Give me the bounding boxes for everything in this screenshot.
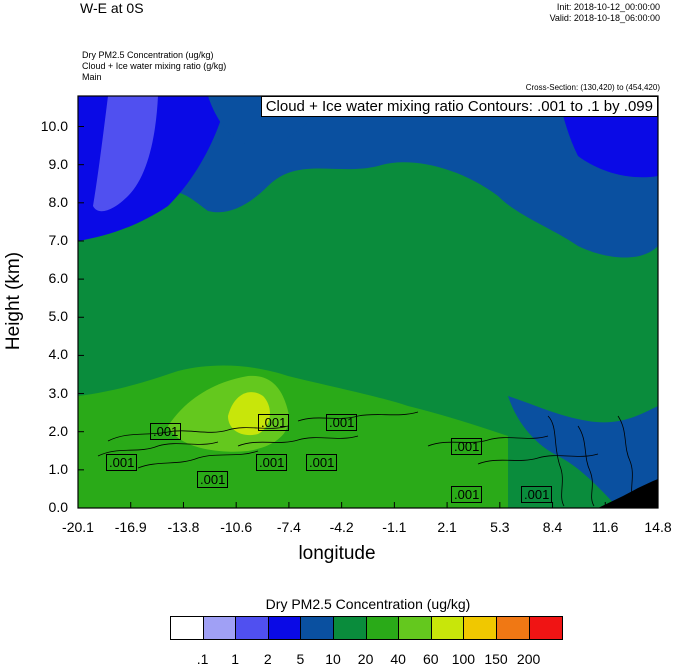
terrain	[598, 479, 658, 508]
colorbar-level-label: 60	[423, 651, 439, 667]
tick-marks	[77, 126, 659, 509]
field-blue-upper	[78, 96, 658, 258]
y-tick-label: 4.0	[48, 346, 68, 363]
init-time: Init: 2018-10-12_00:00:00	[556, 2, 660, 12]
field-lightblue-left	[93, 96, 158, 212]
valid-time: Valid: 2018-10-18_06:00:00	[549, 13, 660, 23]
x-tick-label: -13.8	[167, 519, 200, 535]
colorbar-level-label: .1	[196, 651, 209, 667]
plot-frame	[77, 95, 659, 509]
x-tick-label: -10.6	[220, 519, 253, 535]
colorbar-swatch	[399, 617, 432, 639]
contour-label: .001	[451, 438, 483, 455]
y-tick-label: 3.0	[48, 384, 68, 401]
y-tick-label: 1.0	[48, 460, 68, 477]
contour-label: .001	[306, 454, 338, 471]
y-tick-label: 10.0	[40, 117, 68, 134]
colorbar-level-label: 2	[263, 651, 272, 667]
x-tick-label: 5.3	[490, 519, 510, 535]
colorbar-level-label: 10	[325, 651, 341, 667]
contour-label: .001	[451, 486, 483, 503]
colorbar-swatch	[171, 617, 204, 639]
colorbar-swatch	[464, 617, 497, 639]
x-tick-label: -7.4	[276, 519, 301, 535]
x-tick-label: 2.1	[437, 519, 457, 535]
colorbar-swatch	[366, 617, 400, 639]
colorbar-level-label: 100	[451, 651, 476, 667]
contour-label: .001	[106, 454, 138, 471]
field-name-main: Main	[82, 72, 102, 82]
cloud-contours	[97, 411, 635, 507]
cross-section-label: Cross-Section: (130,420) to (454,420)	[525, 83, 660, 92]
colorbar-level-label: 1	[231, 651, 240, 667]
colorbar-title: Dry PM2.5 Concentration (ug/kg)	[265, 596, 471, 612]
field-name-pm25: Dry PM2.5 Concentration (ug/kg)	[82, 50, 214, 60]
y-tick-label: 0.0	[48, 499, 68, 515]
colorbar-swatch	[203, 617, 237, 639]
colorbar-swatch	[301, 617, 334, 639]
colorbar-level-label: 20	[357, 651, 374, 667]
colorbar-level-label: 40	[390, 651, 406, 667]
contour-label: .001	[256, 454, 288, 471]
x-tick-label: 11.6	[592, 519, 619, 535]
x-tick-label: -20.1	[62, 519, 94, 535]
x-tick-label: -4.2	[329, 519, 354, 535]
y-axis-label: Height (km)	[3, 251, 24, 351]
contour-label: .001	[150, 423, 182, 440]
contour-info-label: Cloud + Ice water mixing ratio Contours:…	[260, 96, 658, 117]
contour-label: .001	[258, 414, 290, 431]
field-blue-lower-right	[508, 396, 658, 508]
plot-area: .001 .001 .001 .001 .001 .001 .001 .001 …	[78, 96, 658, 508]
colorbar-level-label: 150	[484, 651, 508, 667]
colorbar-level-label: 5	[296, 651, 305, 667]
colorbar-level-label: 200	[516, 651, 541, 667]
field-green-lower	[78, 365, 508, 508]
contour-label: .001	[197, 471, 229, 488]
contour-label: .001	[326, 414, 358, 431]
y-tick-label: 7.0	[48, 231, 68, 248]
x-tick-label: -16.9	[114, 519, 147, 535]
colorbar-swatch	[268, 617, 302, 639]
x-tick-label: 8.4	[542, 519, 563, 535]
y-tick-label: 6.0	[48, 270, 68, 287]
field-name-cloud: Cloud + Ice water mixing ratio (g/kg)	[82, 61, 227, 71]
contour-label: .001	[521, 486, 553, 503]
colorbar-swatch	[529, 617, 563, 639]
y-tick-label: 5.0	[48, 308, 68, 325]
x-axis-label: longitude	[298, 543, 376, 564]
field-yellow-core	[228, 392, 270, 436]
x-tick-label: -1.1	[382, 519, 407, 535]
colorbar-swatch	[431, 617, 465, 639]
colorbar-swatch	[496, 617, 530, 639]
colorbar-swatch	[236, 617, 269, 639]
chart-title: W-E at 0S	[80, 0, 144, 16]
y-tick-label: 9.0	[48, 155, 68, 172]
colorbar-swatch	[333, 617, 367, 639]
colorbar	[170, 616, 564, 640]
x-tick-label: 14.8	[644, 519, 672, 535]
y-tick-label: 8.0	[48, 193, 68, 210]
y-tick-label: 2.0	[48, 422, 68, 439]
